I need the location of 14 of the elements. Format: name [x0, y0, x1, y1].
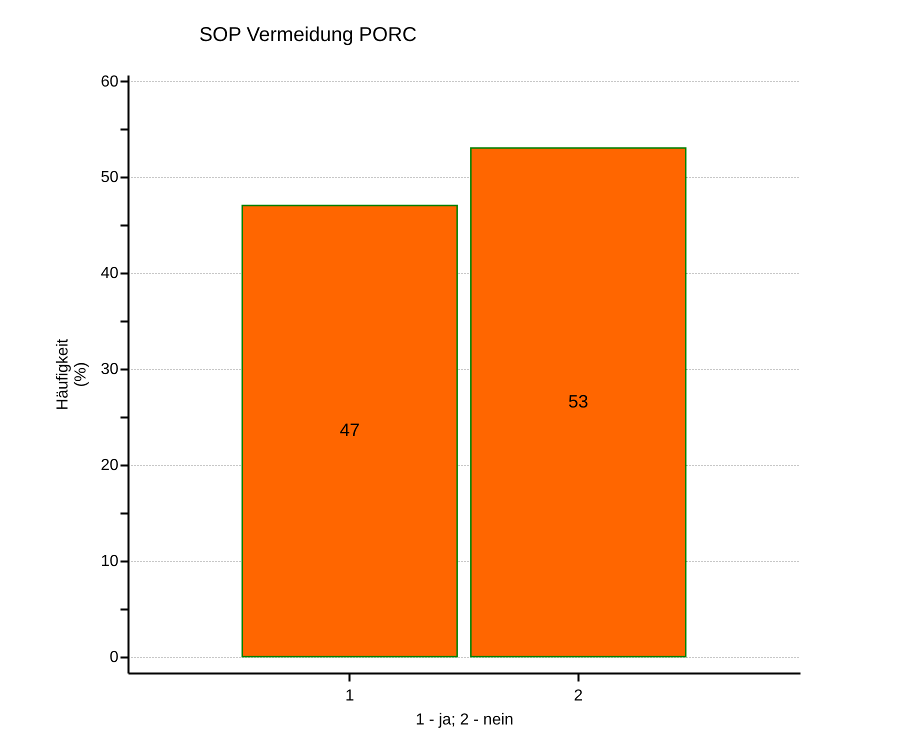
data-label: 47 — [340, 420, 360, 440]
y-tick-label: 40 — [100, 265, 119, 282]
x-tick-label: 1 — [345, 688, 354, 704]
y-tick-label: 50 — [100, 169, 119, 186]
y-tick-label: 0 — [110, 649, 119, 666]
x-axis-title: 1 - ja; 2 - nein — [416, 712, 514, 728]
y-tick-label: 60 — [100, 73, 119, 90]
chart-title: SOP Vermeidung PORC — [199, 24, 417, 46]
x-tick-label: 2 — [574, 688, 583, 704]
y-axis-title: Häufigkeit (%) — [54, 338, 90, 410]
data-label: 53 — [568, 391, 588, 412]
y-tick-label: 10 — [100, 553, 119, 570]
y-tick-label: 30 — [100, 361, 119, 378]
y-tick-label: 20 — [100, 457, 119, 474]
